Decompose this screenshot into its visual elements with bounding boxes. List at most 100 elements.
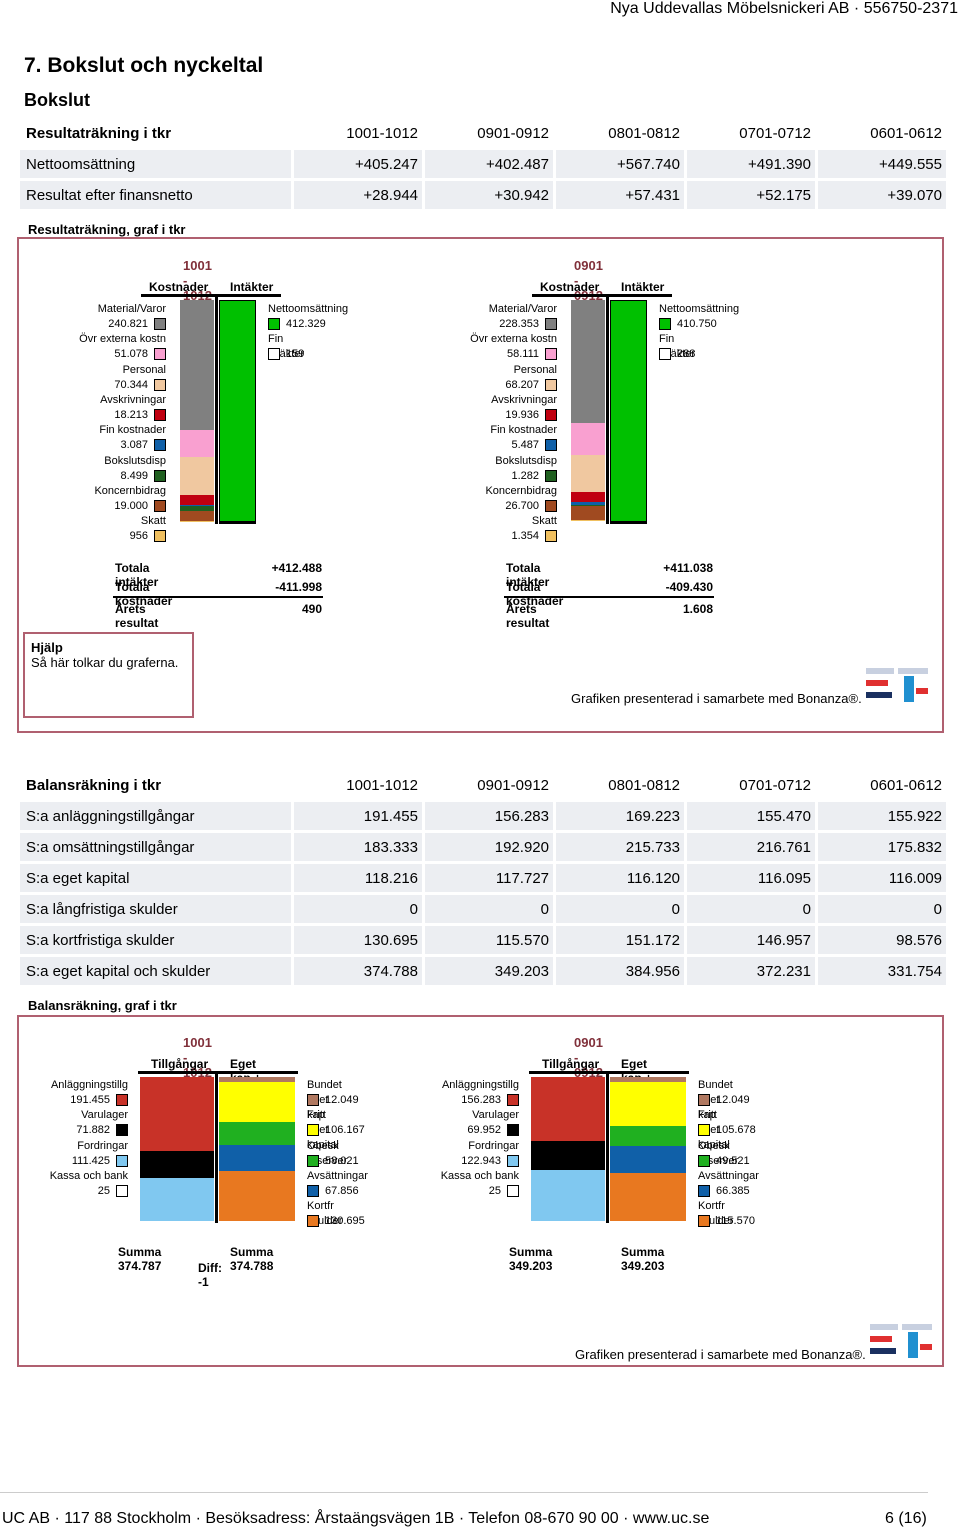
row-value: 155.922 [818,802,946,830]
liability-legend-value: 12.049 [325,1094,359,1106]
row-value: 116.095 [687,864,815,892]
balance-table: Balansräkning i tkr 1001-1012 0901-0912 … [17,768,949,988]
row-value: 0 [294,895,422,923]
row-value: 155.470 [687,802,815,830]
cost-legend-label: Avskrivningar [100,393,166,406]
cost-legend-label: Bokslutsdisp [104,454,166,467]
table-row: S:a kortfristiga skulder 130.695 115.570 15… [20,926,946,954]
cost-bar-segment [180,300,214,430]
cost-bar-segment [571,505,605,521]
total-cost-value: -409.430 [665,580,713,594]
asset-bar-segment [531,1170,605,1221]
section-title: 7. Bokslut och nyckeltal [24,54,264,77]
row-value: 0 [687,895,815,923]
liability-legend-value: 130.695 [325,1215,365,1228]
row-value: 0 [556,895,684,923]
section-subtitle: Bokslut [24,90,91,110]
liability-bar-segment [219,1144,295,1171]
row-value: 0 [425,895,553,923]
cost-bar-segment [180,506,214,511]
liability-bar-segment [610,1077,686,1082]
cost-legend-value: 51.078 [114,348,148,361]
cost-legend-swatch [545,378,557,391]
cost-legend-label: Koncernbidrag [485,484,557,497]
cost-legend-value: 26.700 [505,499,539,512]
row-value: 384.956 [556,957,684,985]
cost-legend-swatch [154,530,166,543]
liability-legend-swatch [698,1094,710,1106]
liability-bar-segment [610,1125,686,1146]
asset-bar-segment [531,1077,605,1142]
liability-legend-value: 66.385 [716,1184,750,1197]
table-header-period: 1001-1012 [346,776,418,794]
row-value: 0 [818,895,946,923]
table-row: S:a anläggningstillgångar 191.455 156.283 1… [20,802,946,830]
cost-legend-value: 240.821 [108,318,148,330]
table-header-period: 0801-0812 [608,776,680,794]
asset-legend-swatch [507,1154,519,1167]
asset-legend-value: 25 [97,1184,110,1197]
asset-legend-value: 156.283 [461,1094,501,1106]
income-bar-segment [610,300,647,522]
liability-legend-swatch [698,1154,710,1167]
axis-top-line [141,294,281,297]
liability-bar-segment [610,1145,686,1174]
table-header-label: Balansräkning i tkr [26,776,162,794]
income-legend-label: Nettoomsättning [268,303,349,315]
row-value: +491.390 [687,150,815,178]
asset-legend-label: Fordringar [77,1139,128,1152]
asset-legend-swatch [507,1094,519,1106]
help-text[interactable]: Så här tolkar du graferna. [31,655,179,670]
liability-bar-segment [610,1173,686,1221]
result-value: 1.608 [682,602,713,616]
cost-bar-segment [180,429,214,458]
asset-legend-swatch [116,1124,128,1137]
cost-legend-swatch [154,499,166,512]
asset-legend-value: 111.425 [71,1154,110,1167]
table-header-period: 0801-0812 [608,124,680,142]
table-header-row: Resultaträkning i tkr 1001-1012 0901-091… [20,119,946,147]
table-row: S:a eget kapital och skulder 374.788 349.2… [20,957,946,985]
sum-liabilities: Summa 349.203 [621,1245,665,1273]
cost-bar-segment [571,505,605,507]
bonanza-logo [866,668,928,702]
cost-legend-swatch [154,408,166,421]
total-income-value: +411.038 [663,561,713,575]
row-value: +57.431 [556,181,684,209]
cost-legend-value: 19.000 [114,499,148,512]
liability-bar-segment [219,1081,295,1123]
sum-diff: Diff: -1 [198,1261,222,1289]
row-value: 116.009 [818,864,946,892]
cost-legend-value: 70.344 [114,378,148,391]
help-box[interactable]: Hjälp Så här tolkar du graferna. [23,632,194,718]
cost-legend-value: 5.487 [511,439,539,452]
cost-legend-label: Skatt [140,515,166,528]
liability-legend-swatch [698,1124,710,1137]
axis-top-line [529,1071,689,1074]
cost-bar-segment [571,491,605,503]
income-legend-swatch [659,318,671,330]
liability-bar-segment [219,1077,295,1082]
asset-bar-segment [140,1077,214,1151]
row-value: 146.957 [687,926,815,954]
cost-legend-value: 228.353 [499,318,539,330]
income-legend-swatch [659,348,671,361]
table-header-period: 0901-0912 [477,776,549,794]
cost-legend-swatch [154,439,166,452]
row-value: 192.920 [425,833,553,861]
cost-legend-value: 3.087 [120,439,148,452]
asset-legend-label: Fordringar [468,1139,519,1152]
col-assets-label: Tillgångar [542,1057,600,1071]
row-value: +28.944 [294,181,422,209]
total-divider [113,596,323,598]
bonanza-credit: Grafiken presenterad i samarbete med Bon… [571,691,862,706]
row-label: S:a eget kapital [20,864,291,892]
income-bar-segment [219,521,256,524]
row-label: S:a kortfristiga skulder [20,926,291,954]
cost-legend-swatch [545,348,557,361]
asset-legend-value: 71.882 [76,1124,110,1137]
liability-legend-value: 105.678 [716,1124,756,1137]
liability-legend-label: Avsättningar [698,1169,759,1182]
cost-legend-label: Personal [122,363,166,376]
table-row: S:a eget kapital 118.216 117.727 116.120 116… [20,864,946,892]
